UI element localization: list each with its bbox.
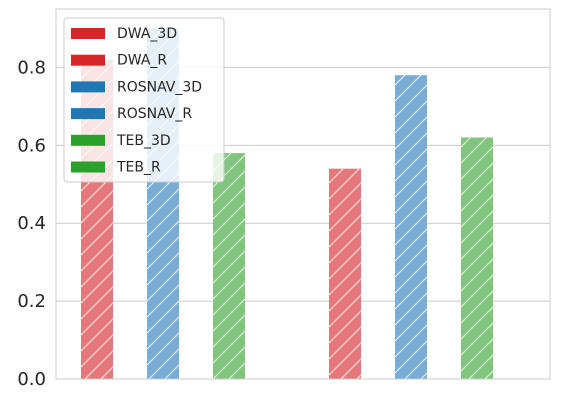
legend-swatch [71, 161, 105, 173]
bar-rosnav_r [395, 75, 427, 380]
legend-item-dwa_3d: DWA_3D [71, 26, 177, 42]
y-tick-label: 0.8 [17, 57, 46, 78]
legend-label: ROSNAV_R [117, 106, 192, 122]
legend-swatch [71, 81, 105, 93]
legend-swatch [71, 54, 105, 66]
bar-dwa_r [329, 168, 361, 379]
legend-label: ROSNAV_3D [117, 79, 202, 95]
legend-item-teb_3d: TEB_3D [71, 133, 171, 149]
legend-label: DWA_3D [117, 26, 177, 42]
legend-label: TEB_R [116, 160, 161, 176]
legend-item-dwa_r: DWA_R [71, 53, 167, 69]
legend-swatch [71, 108, 105, 120]
bar-teb_3d [213, 153, 245, 379]
legend-item-rosnav_r: ROSNAV_R [71, 106, 192, 122]
legend-label: DWA_R [117, 53, 167, 69]
bar-teb_r [461, 137, 493, 379]
legend-label: TEB_3D [116, 133, 171, 149]
plot-frame [55, 8, 551, 380]
y-tick-label: 0.6 [17, 135, 46, 156]
y-axis-ticks: 0.0 0.2 0.4 0.6 0.8 [17, 57, 46, 390]
y-tick-label: 0.4 [17, 213, 46, 234]
legend-item-teb_r: TEB_R [71, 160, 161, 176]
legend-item-rosnav_3d: ROSNAV_3D [71, 79, 202, 95]
legend-swatch [71, 28, 105, 39]
legend-swatch [71, 134, 105, 146]
y-tick-label: 0.2 [17, 291, 46, 312]
legend-box [63, 17, 225, 183]
y-tick-label: 0.0 [17, 369, 46, 390]
legend: DWA_3D DWA_R ROSNAV_3D ROSNAV_R TEB_3D TEB_R [63, 17, 225, 183]
